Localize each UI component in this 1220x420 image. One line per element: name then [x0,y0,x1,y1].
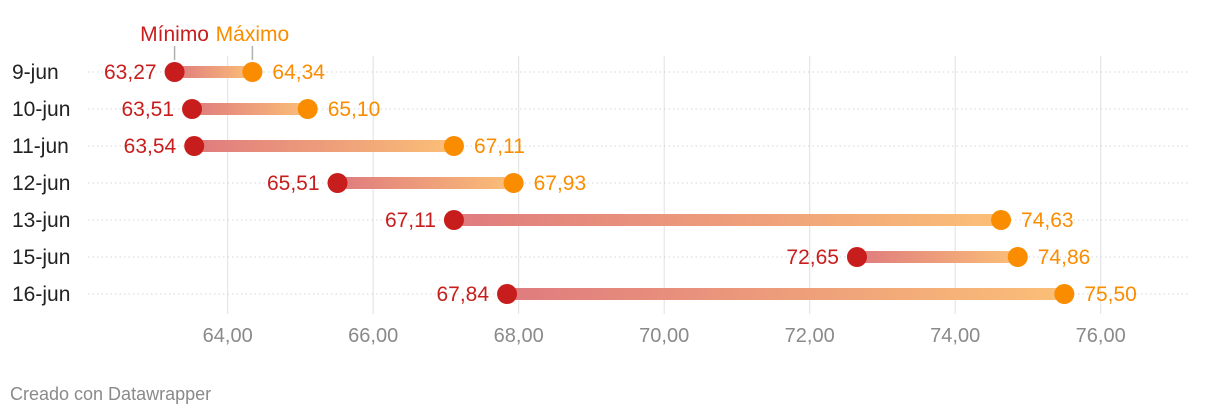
range-bar [337,177,514,189]
min-value-label: 72,65 [786,246,839,269]
range-bar [507,288,1065,300]
min-value-label: 63,51 [121,98,174,121]
range-bar [174,66,253,78]
min-dot [497,284,518,304]
x-tick-label: 72,00 [785,325,835,347]
legend-min-label: Mínimo [140,23,209,46]
max-dot [1054,284,1075,304]
legend-max-label: Máximo [216,23,290,46]
min-dot [327,173,348,193]
max-dot [991,210,1012,230]
x-tick-label: 74,00 [930,325,980,347]
x-tick-label: 66,00 [348,325,398,347]
max-value-label: 74,63 [1021,209,1074,232]
max-value-label: 65,10 [328,98,381,121]
max-value-label: 67,11 [474,135,525,158]
max-dot [443,136,464,156]
min-value-label: 65,51 [267,172,320,195]
max-value-label: 67,93 [534,172,587,195]
min-value-label: 67,84 [436,283,489,306]
max-dot [503,173,524,193]
min-dot [164,62,185,82]
max-dot [242,62,263,82]
category-label: 10-jun [12,98,70,121]
range-bar [194,140,454,152]
category-label: 12-jun [12,172,70,195]
min-value-label: 63,54 [124,135,177,158]
min-dot [184,136,205,156]
max-dot [1007,247,1028,267]
category-label: 16-jun [12,283,70,306]
max-value-label: 75,50 [1084,283,1137,306]
range-bar [453,214,1002,226]
category-label: 13-jun [12,209,70,232]
credit-text: Creado con Datawrapper [10,384,212,404]
x-tick-label: 64,00 [203,325,253,347]
max-value-label: 74,86 [1038,246,1091,269]
x-tick-label: 70,00 [639,325,689,347]
range-bar [856,251,1018,263]
category-label: 15-jun [12,246,70,269]
min-value-label: 67,11 [385,209,436,232]
category-label: 9-jun [12,61,59,84]
min-dot [846,247,867,267]
range-bar [192,103,308,115]
min-dot [443,210,464,230]
x-tick-label: 76,00 [1076,325,1126,347]
max-value-label: 64,34 [272,61,325,84]
x-tick-label: 68,00 [494,325,544,347]
min-dot [182,99,203,119]
max-dot [297,99,318,119]
category-label: 11-jun [12,135,69,158]
min-value-label: 63,27 [104,61,157,84]
